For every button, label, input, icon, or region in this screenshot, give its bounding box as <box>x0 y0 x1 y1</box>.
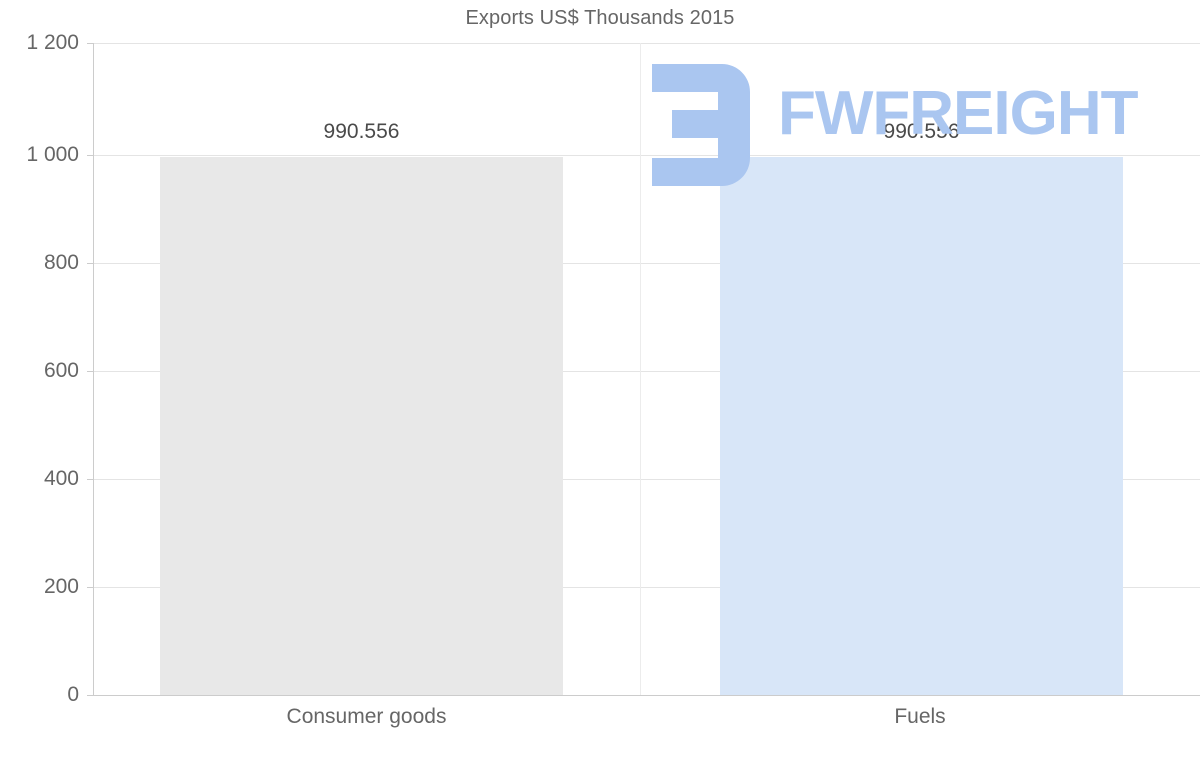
y-tick-mark-600 <box>87 371 93 372</box>
gridline-y-1200 <box>93 43 1200 44</box>
plot-area <box>93 43 1200 695</box>
gridline-y-600 <box>93 371 1200 372</box>
y-tick-label-600: 600 <box>43 359 79 382</box>
bar-value-consumer-goods: 990.556 <box>323 119 400 143</box>
gridline-y-400 <box>93 479 1200 480</box>
y-tick-mark-1000 <box>87 155 93 156</box>
y-tick-label-1200: 1 200 <box>26 31 79 54</box>
y-tick-mark-0 <box>87 695 93 696</box>
gridline-y-800 <box>93 263 1200 264</box>
bar-fuels[interactable] <box>720 156 1123 695</box>
y-tick-mark-400 <box>87 479 93 480</box>
y-tick-label-200: 200 <box>43 575 79 598</box>
gridline-x-middle <box>640 43 641 695</box>
y-axis-line <box>93 43 94 696</box>
x-tick-label-fuels: Fuels <box>894 705 946 728</box>
x-tick-label-consumer-goods: Consumer goods <box>286 705 447 728</box>
y-tick-label-400: 400 <box>43 467 79 490</box>
bar-value-fuels: 990.556 <box>883 119 960 143</box>
y-tick-mark-800 <box>87 263 93 264</box>
bar-consumer-goods[interactable] <box>160 156 563 695</box>
gridline-y-1000 <box>93 155 1200 156</box>
chart-title: Exports US$ Thousands 2015 <box>465 7 735 29</box>
gridline-y-200 <box>93 587 1200 588</box>
y-axis-tick-labels: 1 200 1 000 800 600 400 200 0 <box>0 0 79 763</box>
y-tick-label-1000: 1 000 <box>26 143 79 166</box>
y-tick-mark-1200 <box>87 43 93 44</box>
x-axis-line <box>93 695 1200 696</box>
y-tick-label-0: 0 <box>67 683 79 706</box>
y-tick-label-800: 800 <box>43 251 79 274</box>
y-tick-mark-200 <box>87 587 93 588</box>
